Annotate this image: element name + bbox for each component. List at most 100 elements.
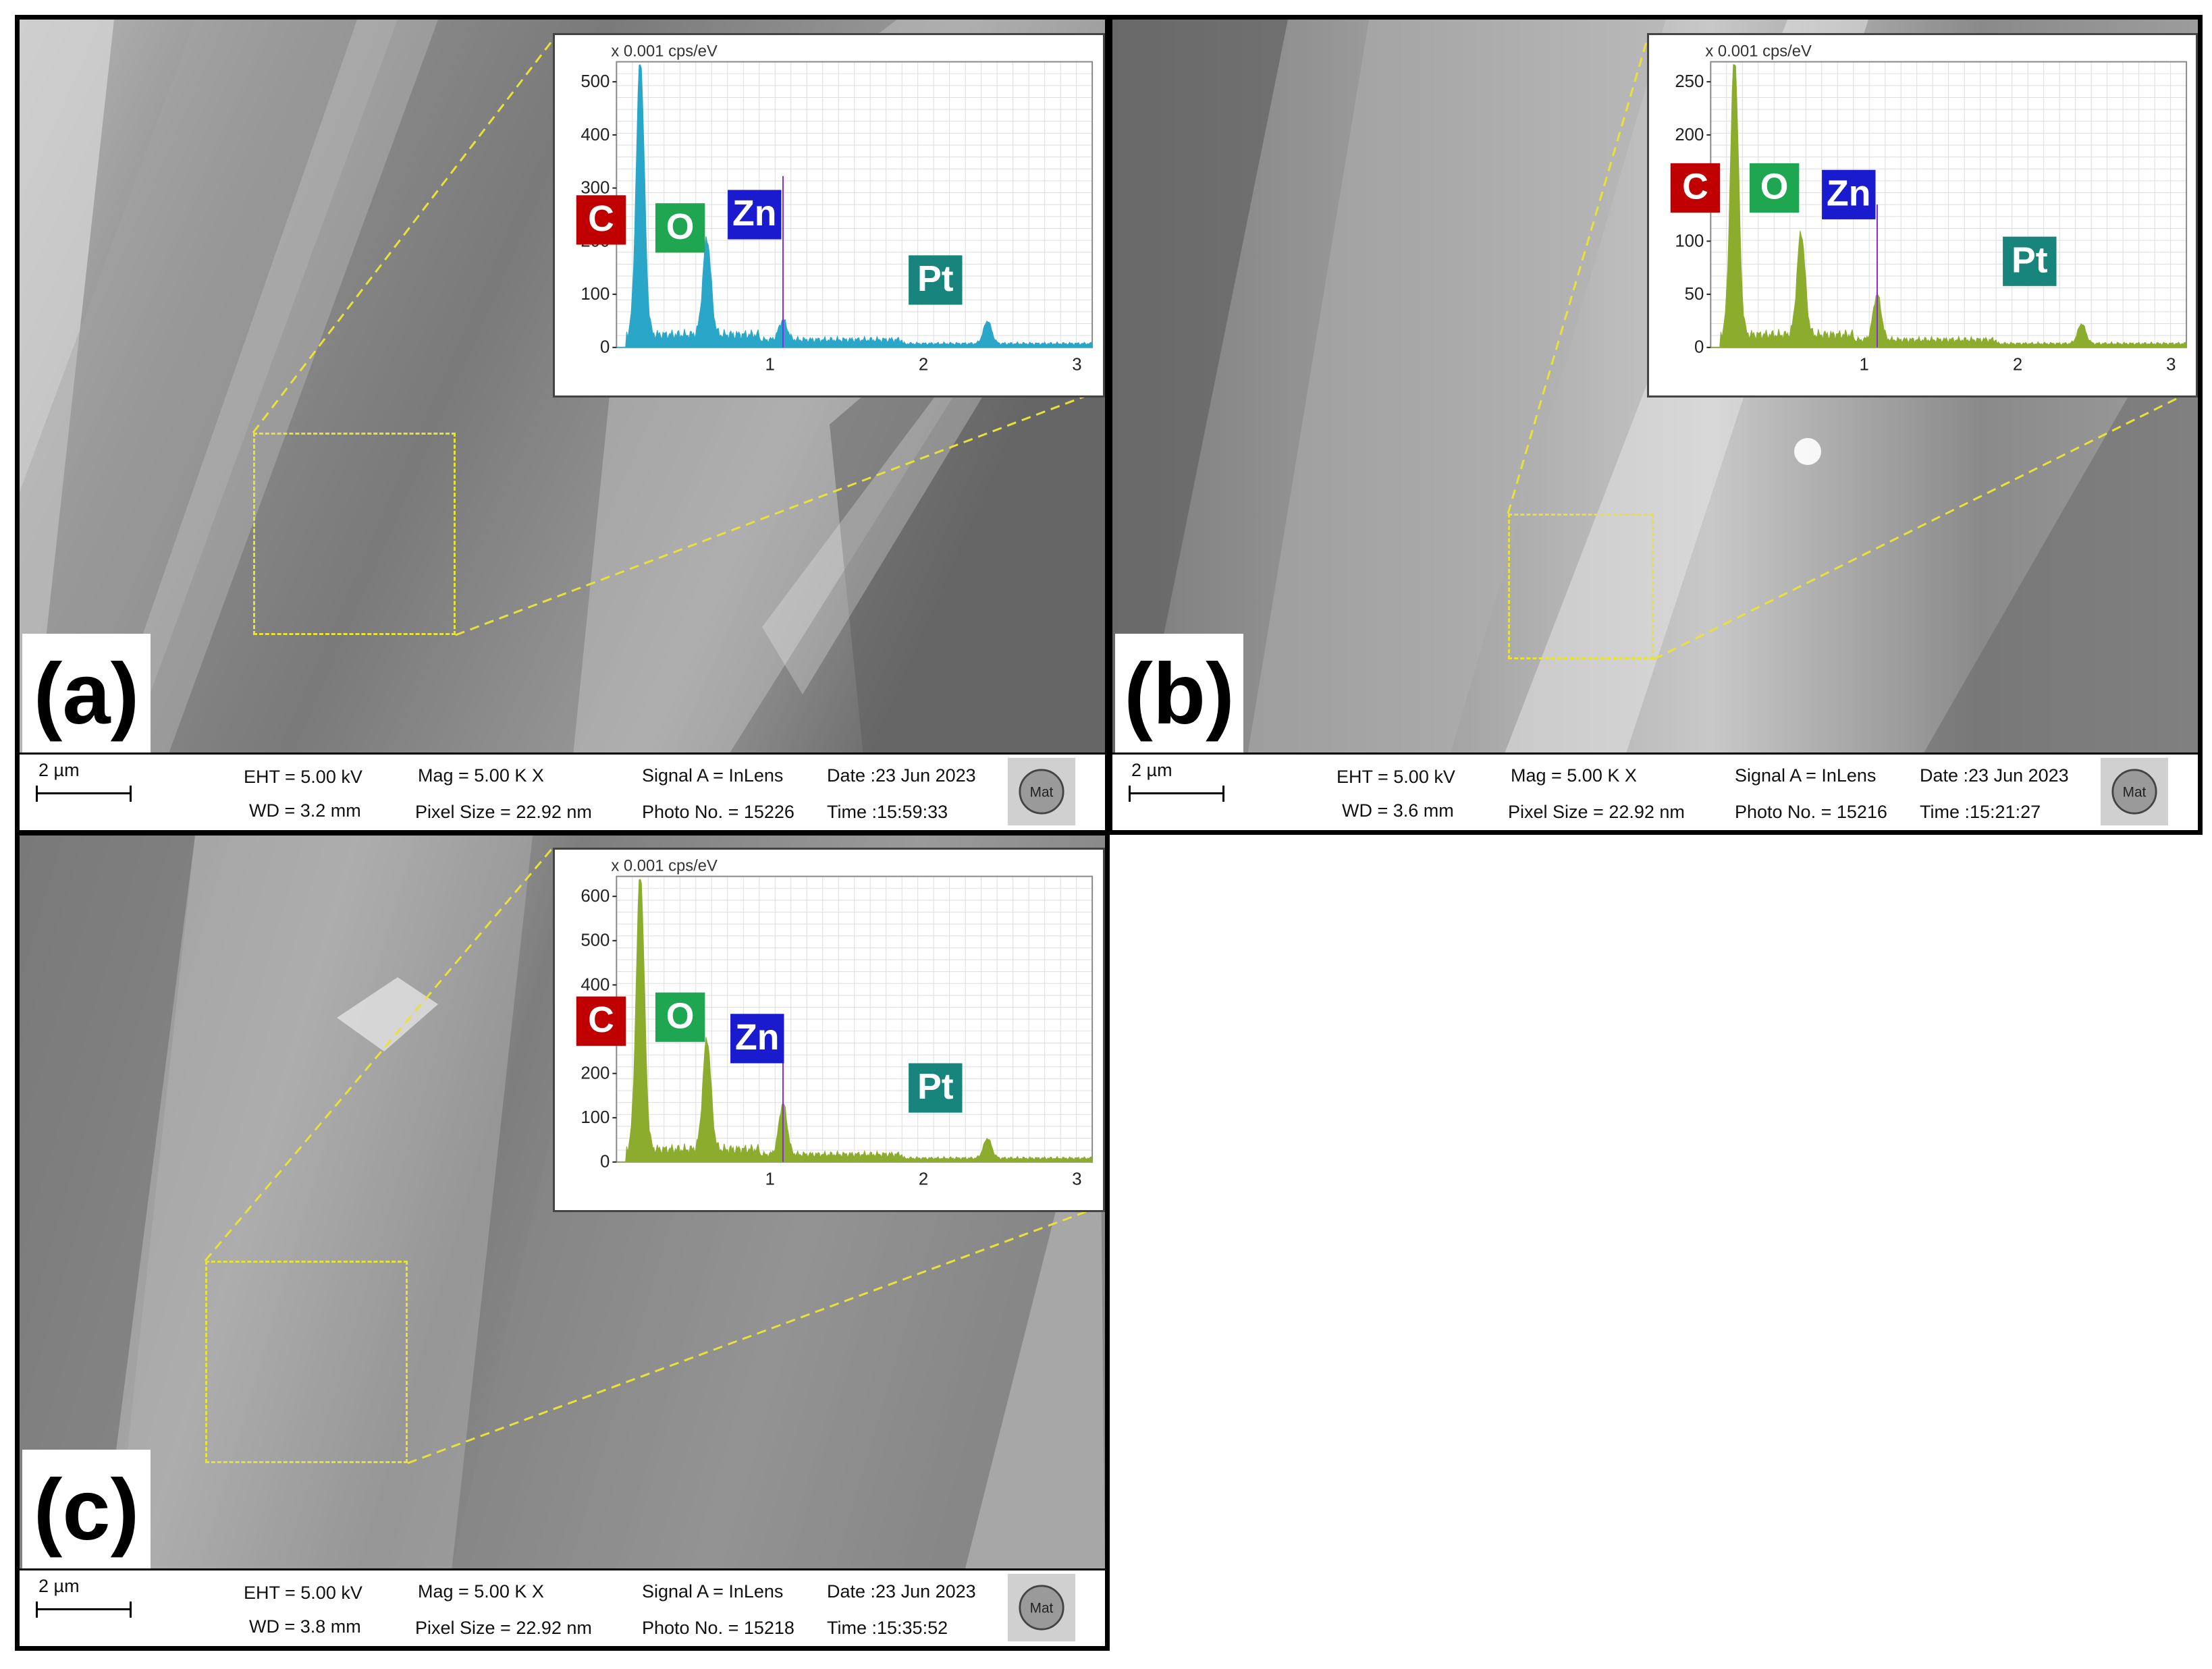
roi-box-c bbox=[205, 1261, 408, 1463]
eds-y-tick: 50 bbox=[1685, 285, 1704, 304]
pixel-size-b: Pixel Size = 22.92 nm bbox=[1508, 802, 1685, 822]
scale-text-a: 2 µm bbox=[38, 760, 80, 780]
panel-label-c: (c) bbox=[22, 1450, 151, 1571]
eds-y-tick: 100 bbox=[1675, 231, 1704, 250]
signal-c: Signal A = InLens bbox=[642, 1581, 784, 1602]
eds-x-tick: 3 bbox=[1072, 1170, 1081, 1188]
panel-label-b: (b) bbox=[1115, 634, 1243, 755]
photo-no-a: Photo No. = 15226 bbox=[642, 802, 794, 822]
info-bar-c: 2 µm EHT = 5.00 kV WD = 3.8 mm Mag = 5.0… bbox=[20, 1568, 1105, 1646]
element-tag-pt: Pt bbox=[909, 255, 963, 305]
date-a: Date :23 Jun 2023 bbox=[827, 765, 976, 786]
eds-unit-label: x 0.001 cps/eV bbox=[1705, 43, 1812, 61]
element-tag-zn: Zn bbox=[728, 190, 782, 240]
eht-b: EHT = 5.00 kV bbox=[1337, 767, 1455, 787]
roi-box-a bbox=[253, 433, 456, 635]
pixel-size-a: Pixel Size = 22.92 nm bbox=[415, 802, 592, 822]
eds-spectrum-trace bbox=[616, 64, 1093, 348]
eds-x-tick: 3 bbox=[1072, 355, 1081, 374]
scale-bar-a bbox=[36, 786, 132, 802]
eds-x-tick: 2 bbox=[2013, 355, 2022, 374]
element-tag-zn: Zn bbox=[730, 1014, 784, 1064]
wd-b: WD = 3.6 mm bbox=[1342, 800, 1454, 821]
eds-plot-a: x 0.001 cps/eV0100200300400500123COZnPt bbox=[555, 35, 1103, 395]
signal-b: Signal A = InLens bbox=[1735, 765, 1877, 786]
eht-c: EHT = 5.00 kV bbox=[244, 1583, 362, 1603]
eds-spectrum-a: x 0.001 cps/eV0100200300400500123COZnPt bbox=[553, 33, 1105, 398]
scale-bar-c bbox=[36, 1602, 132, 1618]
mag-a: Mag = 5.00 K X bbox=[418, 765, 544, 786]
eds-y-tick: 250 bbox=[1675, 72, 1704, 91]
time-a: Time :15:59:33 bbox=[827, 802, 948, 822]
eds-y-tick: 300 bbox=[581, 179, 610, 198]
eds-y-tick: 500 bbox=[581, 72, 610, 91]
eht-a: EHT = 5.00 kV bbox=[244, 767, 362, 787]
signal-a: Signal A = InLens bbox=[642, 765, 784, 786]
eds-y-tick: 500 bbox=[581, 931, 610, 950]
element-tag-pt: Pt bbox=[909, 1063, 963, 1113]
eds-y-tick: 200 bbox=[581, 1064, 610, 1083]
eds-x-tick: 2 bbox=[919, 1170, 928, 1188]
svg-text:Zn: Zn bbox=[1827, 174, 1870, 214]
eds-y-tick: 400 bbox=[581, 126, 610, 144]
eds-y-tick: 0 bbox=[1694, 338, 1704, 357]
svg-text:C: C bbox=[588, 199, 614, 239]
element-tag-o: O bbox=[655, 203, 705, 253]
element-tag-c: C bbox=[576, 195, 626, 245]
pixel-size-c: Pixel Size = 22.92 nm bbox=[415, 1618, 592, 1638]
svg-text:O: O bbox=[666, 996, 695, 1036]
svg-text:O: O bbox=[1760, 167, 1789, 207]
svg-text:C: C bbox=[588, 1000, 614, 1040]
roi-box-b bbox=[1508, 514, 1654, 659]
wd-a: WD = 3.2 mm bbox=[249, 800, 361, 821]
eds-x-tick: 1 bbox=[1859, 355, 1868, 374]
eds-unit-label: x 0.001 cps/eV bbox=[611, 857, 718, 875]
scale-text-c: 2 µm bbox=[38, 1576, 80, 1596]
element-tag-zn: Zn bbox=[1822, 169, 1876, 219]
eds-x-tick: 3 bbox=[2166, 355, 2176, 374]
info-bar-b: 2 µm EHT = 5.00 kV WD = 3.6 mm Mag = 5.0… bbox=[1112, 753, 2198, 830]
instrument-logo-c: Mat bbox=[1007, 1573, 1076, 1642]
svg-text:Zn: Zn bbox=[735, 1018, 779, 1058]
eds-y-tick: 100 bbox=[581, 285, 610, 304]
date-c: Date :23 Jun 2023 bbox=[827, 1581, 976, 1602]
photo-no-b: Photo No. = 15216 bbox=[1735, 802, 1887, 822]
eds-y-tick: 600 bbox=[581, 887, 610, 906]
element-tag-o: O bbox=[1749, 163, 1800, 213]
eds-plot-b: x 0.001 cps/eV050100150200250123COZnPt bbox=[1649, 35, 2196, 395]
eds-y-tick: 200 bbox=[1675, 126, 1704, 144]
svg-text:Pt: Pt bbox=[2012, 240, 2048, 280]
instrument-logo-a: Mat bbox=[1007, 757, 1076, 826]
photo-no-c: Photo No. = 15218 bbox=[642, 1618, 794, 1638]
mag-b: Mag = 5.00 K X bbox=[1511, 765, 1637, 786]
info-bar-a: 2 µm EHT = 5.00 kV WD = 3.2 mm Mag = 5.0… bbox=[20, 753, 1105, 830]
date-b: Date :23 Jun 2023 bbox=[1920, 765, 2069, 786]
eds-y-tick: 0 bbox=[600, 338, 610, 357]
instrument-logo-b: Mat bbox=[2100, 757, 2169, 826]
eds-spectrum-trace bbox=[1710, 64, 2187, 348]
eds-x-tick: 1 bbox=[765, 1170, 774, 1188]
eds-spectrum-b: x 0.001 cps/eV050100150200250123COZnPt bbox=[1647, 33, 2198, 398]
panel-a: x 0.001 cps/eV0100200300400500123COZnPt … bbox=[15, 15, 1110, 835]
eds-spectrum-trace bbox=[616, 879, 1093, 1163]
eds-y-tick: 0 bbox=[600, 1153, 610, 1172]
eds-spectrum-c: x 0.001 cps/eV0100200300400500600123COZn… bbox=[553, 848, 1105, 1212]
element-tag-o: O bbox=[655, 992, 705, 1042]
panel-label-a: (a) bbox=[22, 634, 151, 755]
time-b: Time :15:21:27 bbox=[1920, 802, 2041, 822]
time-c: Time :15:35:52 bbox=[827, 1618, 948, 1638]
element-tag-c: C bbox=[1670, 163, 1721, 213]
svg-text:Mat: Mat bbox=[1030, 1601, 1054, 1616]
element-tag-pt: Pt bbox=[2003, 236, 2057, 286]
eds-y-tick: 400 bbox=[581, 975, 610, 994]
panel-b: x 0.001 cps/eV050100150200250123COZnPt (… bbox=[1108, 15, 2203, 835]
svg-text:Mat: Mat bbox=[2123, 785, 2147, 800]
panel-c: x 0.001 cps/eV0100200300400500600123COZn… bbox=[15, 831, 1110, 1651]
scale-bar-b bbox=[1129, 786, 1224, 802]
mag-c: Mag = 5.00 K X bbox=[418, 1581, 544, 1602]
eds-x-tick: 2 bbox=[919, 355, 928, 374]
svg-text:Pt: Pt bbox=[917, 259, 954, 299]
scale-text-b: 2 µm bbox=[1131, 760, 1172, 780]
svg-text:Mat: Mat bbox=[1030, 785, 1054, 800]
eds-x-tick: 1 bbox=[765, 355, 774, 374]
